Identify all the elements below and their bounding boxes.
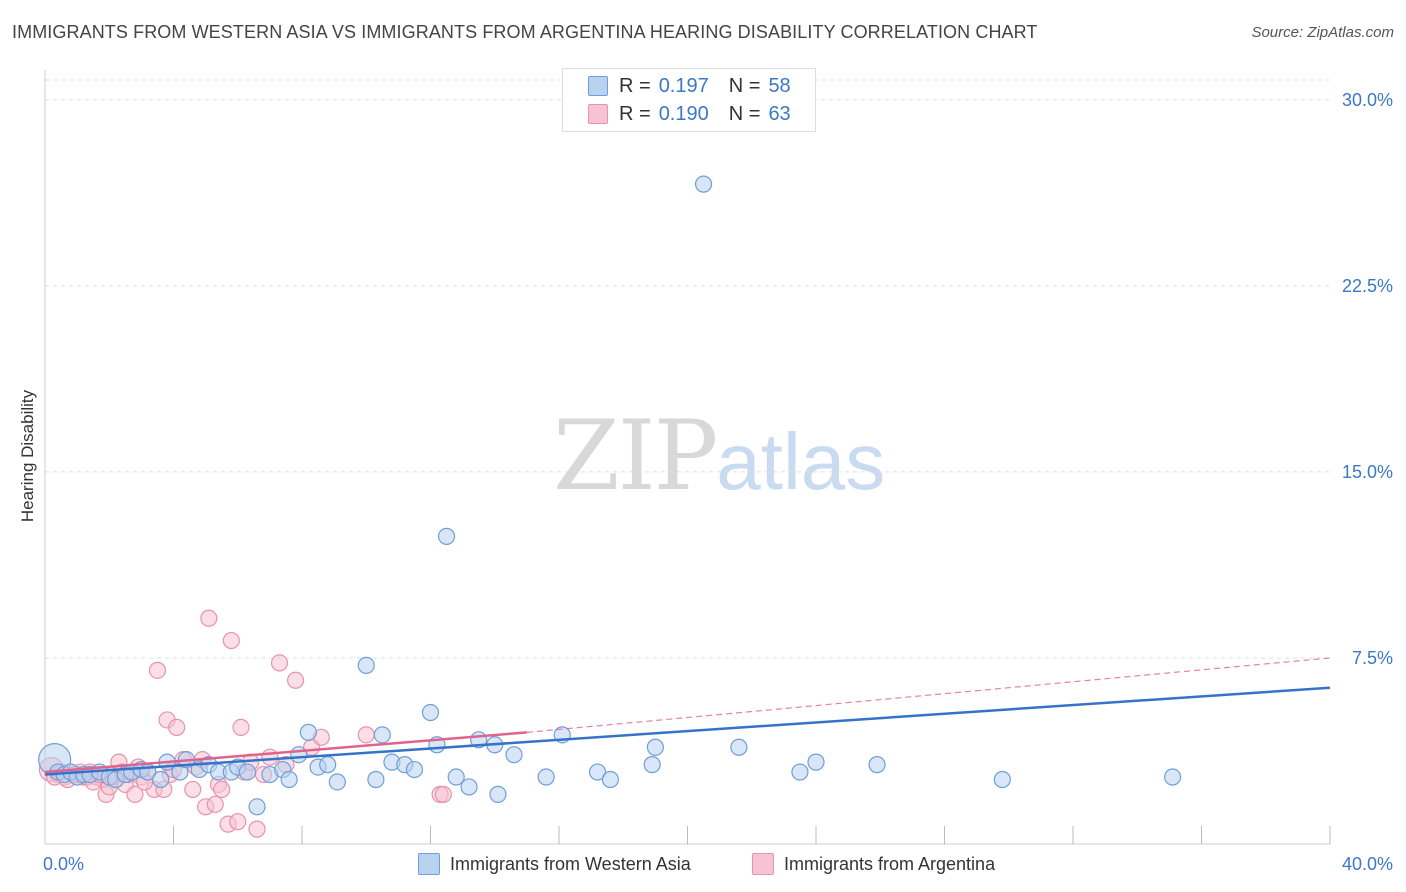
point-western-asia xyxy=(694,175,713,193)
y-tick-label: 30.0% xyxy=(1342,90,1393,110)
point-argentina xyxy=(168,718,186,737)
point-western-asia xyxy=(152,770,170,789)
point-western-asia xyxy=(460,778,478,796)
watermark-atlas: atlas xyxy=(716,417,886,506)
legend-swatch-argentina xyxy=(588,104,608,124)
point-western-asia xyxy=(299,723,318,741)
point-argentina xyxy=(184,780,202,799)
point-western-asia xyxy=(807,753,825,771)
point-argentina xyxy=(286,671,305,689)
point-western-asia xyxy=(437,527,456,545)
watermark: ZIPatlas xyxy=(553,400,885,512)
stats-legend: R = 0.197 N = 58 R = 0.190 N = 63 xyxy=(562,68,816,132)
trendline-argentina xyxy=(44,731,527,774)
n-value: 58 xyxy=(768,74,791,97)
trendline-western-asia xyxy=(44,686,1331,776)
y-tick-label: 15.0% xyxy=(1342,462,1393,482)
point-western-asia xyxy=(248,798,266,816)
point-western-asia xyxy=(588,763,607,781)
x-tick-label: 0.0% xyxy=(43,854,84,874)
point-western-asia xyxy=(421,703,440,722)
point-western-asia xyxy=(791,763,809,781)
stats-legend-row-western-asia: R = 0.197 N = 58 xyxy=(588,72,791,100)
legend-label-argentina: Immigrants from Argentina xyxy=(784,853,996,874)
point-argentina xyxy=(434,785,452,803)
point-argentina xyxy=(213,780,231,799)
legend-item-argentina: Immigrants from Argentina xyxy=(752,852,995,876)
trendline-argentina-extended xyxy=(526,657,1331,733)
point-western-asia xyxy=(537,768,555,786)
point-western-asia xyxy=(505,746,523,764)
point-argentina xyxy=(126,785,144,803)
point-argentina xyxy=(148,661,167,679)
legend-item-western-asia: Immigrants from Western Asia xyxy=(418,852,691,876)
legend-swatch-western-asia xyxy=(418,853,440,875)
point-western-asia xyxy=(646,738,664,756)
watermark-zip: ZIP xyxy=(553,400,718,512)
x-tick-label: 40.0% xyxy=(1342,854,1393,874)
point-western-asia xyxy=(357,656,375,674)
n-value: 63 xyxy=(768,102,791,125)
point-argentina xyxy=(261,748,279,766)
point-western-asia xyxy=(367,770,385,789)
point-western-asia xyxy=(290,746,308,764)
y-tick-label: 7.5% xyxy=(1352,648,1393,668)
point-western-asia xyxy=(730,738,748,756)
chart-title: IMMIGRANTS FROM WESTERN ASIA VS IMMIGRAN… xyxy=(12,22,1038,42)
point-western-asia xyxy=(373,726,391,744)
r-label: R = xyxy=(619,74,651,97)
point-western-asia xyxy=(868,756,886,774)
point-argentina xyxy=(222,631,240,650)
point-argentina xyxy=(357,726,375,744)
point-western-asia xyxy=(489,785,507,803)
legend-swatch-western-asia xyxy=(588,76,608,96)
point-western-asia xyxy=(1163,768,1182,786)
point-argentina xyxy=(229,813,247,831)
point-argentina xyxy=(270,654,289,672)
point-western-asia xyxy=(405,760,424,779)
source-credit: Source: ZipAtlas.com xyxy=(1251,24,1394,41)
point-western-asia xyxy=(643,756,661,774)
point-argentina xyxy=(248,820,266,838)
r-label: R = xyxy=(619,102,651,125)
point-argentina xyxy=(200,609,218,627)
r-value: 0.190 xyxy=(658,102,709,125)
legend-label-western-asia: Immigrants from Western Asia xyxy=(450,853,691,874)
point-western-asia xyxy=(993,770,1011,789)
point-argentina xyxy=(206,795,224,813)
n-label: N = xyxy=(728,74,761,97)
n-label: N = xyxy=(728,102,761,125)
y-tick-label: 22.5% xyxy=(1342,276,1393,296)
point-western-asia xyxy=(601,770,620,789)
point-western-asia xyxy=(238,763,256,781)
point-western-asia xyxy=(319,756,337,774)
r-value: 0.197 xyxy=(658,74,709,97)
legend-swatch-argentina xyxy=(752,853,774,875)
point-western-asia xyxy=(280,770,298,789)
point-argentina xyxy=(232,718,250,737)
stats-legend-row-argentina: R = 0.190 N = 63 xyxy=(588,100,791,128)
point-western-asia xyxy=(328,773,346,791)
point-western-asia xyxy=(447,768,465,786)
